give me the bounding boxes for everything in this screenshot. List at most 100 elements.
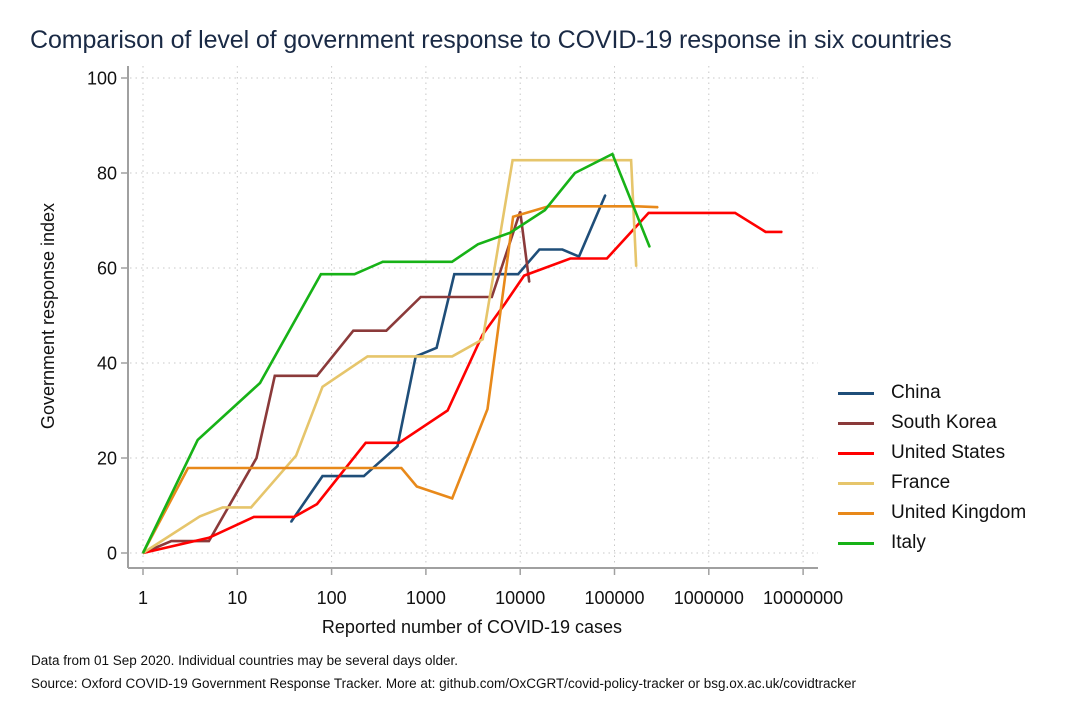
data-point-united-states xyxy=(398,442,400,444)
legend-swatch-south-korea xyxy=(838,421,874,425)
data-point-france xyxy=(366,355,369,357)
data-point-france xyxy=(321,386,324,388)
x-tick-label: 1000000 xyxy=(674,588,744,608)
data-point-united-states xyxy=(504,303,506,305)
data-point-south-korea xyxy=(528,281,530,283)
x-tick-label: 10000000 xyxy=(763,588,843,608)
data-point-united-states xyxy=(606,257,608,260)
data-point-united-kingdom xyxy=(512,216,514,218)
y-tick-label: 60 xyxy=(97,259,117,279)
data-point-united-states xyxy=(447,409,449,412)
legend-item-china: China xyxy=(838,378,1026,408)
data-point-china xyxy=(578,256,580,258)
data-point-france xyxy=(222,506,224,508)
x-tick-label: 1 xyxy=(138,588,148,608)
series-lines xyxy=(141,152,783,555)
data-point-italy xyxy=(382,261,384,263)
data-point-united-states xyxy=(781,231,783,233)
data-point-italy xyxy=(574,172,576,174)
y-tick-label: 80 xyxy=(97,164,117,184)
x-axis-label: Reported number of COVID-19 cases xyxy=(322,617,622,637)
data-point-italy xyxy=(320,273,322,275)
legend-swatch-france xyxy=(838,481,874,485)
x-tick-label: 100 xyxy=(317,588,347,608)
data-point-italy xyxy=(259,382,261,384)
data-point-united-states xyxy=(765,231,767,233)
data-point-france xyxy=(630,159,632,161)
data-point-china xyxy=(436,347,438,349)
data-point-south-korea xyxy=(170,540,172,542)
data-point-united-kingdom xyxy=(635,205,637,207)
data-point-united-states xyxy=(208,537,210,539)
data-point-france xyxy=(511,159,514,161)
y-tick-label: 100 xyxy=(87,69,117,89)
legend-item-italy: Italy xyxy=(838,528,1026,558)
data-point-france xyxy=(199,515,201,518)
data-point-italy xyxy=(142,552,144,554)
source-note: Source: Oxford COVID-19 Government Respo… xyxy=(31,676,857,691)
data-point-italy xyxy=(509,232,511,234)
x-tick-label: 100000 xyxy=(584,588,644,608)
y-tick-label: 20 xyxy=(97,449,117,469)
data-point-italy xyxy=(197,439,199,441)
axes: 0 20 40 60 80 100 1 10 100 1000 10000 100000 1000000… xyxy=(87,66,843,608)
series-line-south-korea xyxy=(142,211,531,555)
data-point-united-states xyxy=(569,257,571,260)
data-point-italy xyxy=(353,273,356,275)
legend-label: United States xyxy=(891,442,1006,463)
legend-item-united-kingdom: United Kingdom xyxy=(838,498,1026,528)
data-point-united-states xyxy=(253,516,255,518)
data-point-china xyxy=(604,194,607,196)
data-point-united-states xyxy=(316,503,318,505)
data-point-south-korea xyxy=(385,330,387,332)
data-point-italy xyxy=(544,209,546,211)
legend-label: France xyxy=(891,472,951,493)
legend-label: United Kingdom xyxy=(891,502,1027,523)
data-point-south-korea xyxy=(255,457,258,459)
data-point-united-states xyxy=(523,275,525,277)
data-point-united-kingdom xyxy=(416,485,418,488)
data-point-united-kingdom xyxy=(451,497,453,499)
y-axis-label: Government response index xyxy=(38,203,58,429)
data-point-united-states xyxy=(293,516,295,518)
data-point-united-kingdom xyxy=(657,206,659,208)
data-point-china xyxy=(561,248,564,251)
gridlines xyxy=(130,66,818,566)
legend-swatch-united-kingdom xyxy=(838,511,874,515)
data-point-united-states xyxy=(648,212,650,214)
data-point-china xyxy=(396,445,399,447)
x-tick-label: 1000 xyxy=(406,588,446,608)
data-point-italy xyxy=(649,246,651,248)
data-point-france xyxy=(451,355,453,357)
data-point-china xyxy=(538,248,541,251)
series-line-united-states xyxy=(142,211,783,555)
data-point-italy xyxy=(451,261,453,263)
data-point-china xyxy=(290,521,292,523)
legend-item-south-korea: South Korea xyxy=(838,408,1026,438)
y-tick-label: 40 xyxy=(97,354,117,374)
data-point-china xyxy=(363,475,365,477)
data-point-united-states xyxy=(365,442,367,444)
x-tick-label: 10 xyxy=(227,588,247,608)
series-line-united-kingdom xyxy=(141,205,659,554)
data-point-united-kingdom xyxy=(187,467,189,469)
legend-label: China xyxy=(891,382,941,403)
series-line-italy xyxy=(141,152,651,554)
data-point-italy xyxy=(611,153,614,155)
data-point-south-korea xyxy=(491,296,493,298)
series-line-china xyxy=(289,194,607,523)
data-point-south-korea xyxy=(519,210,521,213)
legend-swatch-china xyxy=(838,391,874,395)
legend-label: South Korea xyxy=(891,412,997,433)
data-point-france xyxy=(635,266,637,268)
series-line-france xyxy=(142,158,638,555)
legend: China South Korea United States France Unite… xyxy=(838,378,1026,558)
x-tick-label: 10000 xyxy=(495,588,545,608)
data-point-south-korea xyxy=(274,375,276,377)
legend-item-france: France xyxy=(838,468,1026,498)
data-point-china xyxy=(321,475,324,477)
data-point-south-korea xyxy=(420,296,422,298)
data-point-south-korea xyxy=(316,375,318,377)
chart-title: Comparison of level of government respon… xyxy=(30,26,952,54)
